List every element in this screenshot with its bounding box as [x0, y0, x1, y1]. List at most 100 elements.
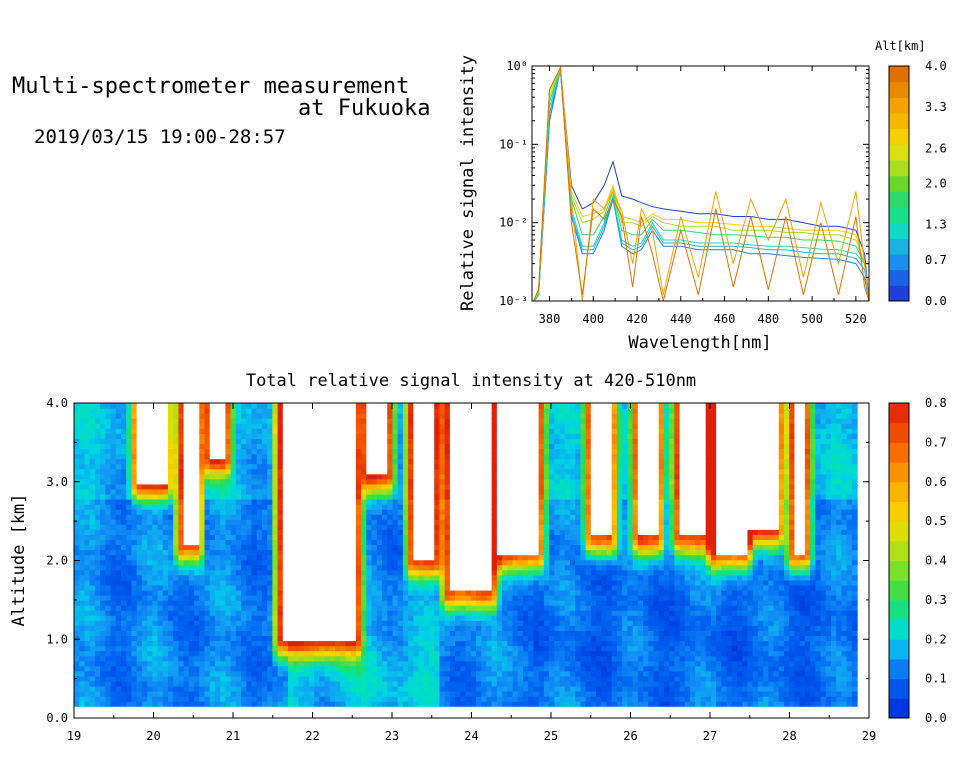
heatmap-cell [167, 554, 174, 561]
heatmap-cell [314, 453, 320, 460]
heatmap-cell [382, 645, 388, 652]
heatmap-cell [392, 514, 399, 520]
heatmap-cell [89, 438, 96, 445]
heatmap-cell [188, 448, 195, 455]
heatmap-cell [272, 685, 279, 692]
heatmap-cell [329, 534, 336, 541]
heatmap-cell [387, 620, 394, 626]
heatmap-cell [147, 499, 153, 505]
heatmap-cell [126, 635, 133, 642]
heatmap-cell [361, 584, 367, 591]
heatmap-cell [486, 615, 493, 621]
heatmap-cell [345, 584, 352, 591]
heatmap-cell [147, 680, 153, 687]
heatmap-cell [308, 701, 315, 707]
heatmap-cell [120, 600, 127, 606]
heatmap-cell [408, 610, 414, 616]
heatmap-cell [329, 600, 336, 606]
heatmap-cell [178, 468, 185, 475]
heatmap-cell [214, 670, 221, 677]
heatmap-cell [418, 488, 425, 495]
heatmap-cell [272, 504, 279, 510]
heatmap-cell [199, 468, 206, 475]
heatmap-cell [131, 691, 138, 697]
heatmap-cell [173, 514, 180, 520]
heatmap-cell [314, 635, 320, 642]
heatmap-cell [371, 680, 378, 687]
heatmap-cell [434, 524, 441, 530]
heatmap-cell [188, 685, 195, 692]
heatmap-cell [152, 655, 159, 662]
altitude-colorbar-swatch [889, 285, 909, 302]
heatmap-cell [434, 620, 441, 626]
heatmap-cell [225, 625, 232, 631]
heatmap-cell [408, 605, 414, 611]
heatmap-cell [345, 559, 352, 566]
heatmap-cell [382, 670, 388, 677]
heatmap-cell [204, 463, 211, 470]
heatmap-cell [303, 625, 310, 631]
heatmap-cell [152, 615, 159, 621]
heatmap-cell [235, 559, 242, 566]
heatmap-cell [209, 458, 216, 465]
heatmap-cell [126, 650, 133, 657]
heatmap-cell [241, 519, 247, 525]
heatmap-cell [194, 504, 200, 510]
heatmap-cell [126, 574, 133, 581]
heatmap-cell [277, 569, 284, 576]
heatmap-cell [355, 615, 362, 621]
heatmap-cell [277, 691, 284, 697]
heatmap-cell [167, 660, 174, 667]
heatmap-cell [131, 509, 138, 515]
heatmap-cell [314, 408, 320, 414]
heatmap-cell [84, 428, 91, 434]
heatmap-cell [491, 680, 498, 687]
heatmap-cell [413, 701, 420, 707]
heatmap-cell [220, 534, 226, 541]
heatmap-cell [110, 600, 117, 606]
heatmap-cell [387, 696, 394, 702]
heatmap-cell [314, 615, 320, 621]
heatmap-cell [167, 655, 174, 662]
heatmap-cell [288, 544, 294, 551]
heatmap-cell [345, 509, 352, 515]
heatmap-cell [428, 600, 435, 606]
heatmap-cell [178, 655, 185, 662]
heatmap-cell [418, 448, 425, 455]
heatmap-cell [481, 448, 488, 455]
heatmap-cell [387, 574, 394, 581]
heatmap-cell [235, 403, 242, 409]
heatmap-cell [413, 463, 420, 470]
heatmap-cell [89, 680, 96, 687]
heatmap-cell [335, 554, 341, 561]
heatmap-cell [402, 675, 409, 682]
heatmap-cell [100, 630, 106, 637]
heatmap-cell [209, 691, 216, 697]
heatmap-cell [241, 423, 247, 429]
heatmap-cell [94, 504, 101, 510]
heatmap-cell [74, 610, 80, 616]
heatmap-cell [173, 488, 180, 495]
heatmap-cell [392, 655, 399, 662]
heatmap-cell [345, 539, 352, 546]
heatmap-cell [204, 433, 211, 439]
heatmap-cell [230, 514, 237, 520]
heatmap-cell [152, 483, 159, 490]
heatmap-cell [152, 600, 159, 606]
heatmap-cell [444, 443, 451, 450]
heatmap-cell [115, 696, 122, 702]
heatmap-cell [345, 600, 352, 606]
heatmap-cell [173, 504, 180, 510]
heatmap-cell [173, 610, 180, 616]
heatmap-cell [110, 519, 117, 525]
heatmap-cell [293, 589, 300, 596]
heatmap-cell [220, 655, 226, 662]
heatmap-cell [277, 504, 284, 510]
heatmap-cell [470, 524, 477, 530]
heatmap-cell [199, 600, 206, 606]
heatmap-cell [277, 453, 284, 460]
heatmap-cell [423, 569, 430, 576]
heatmap-cell [167, 483, 174, 490]
heatmap-cell [376, 418, 383, 424]
heatmap-cell [293, 579, 300, 586]
